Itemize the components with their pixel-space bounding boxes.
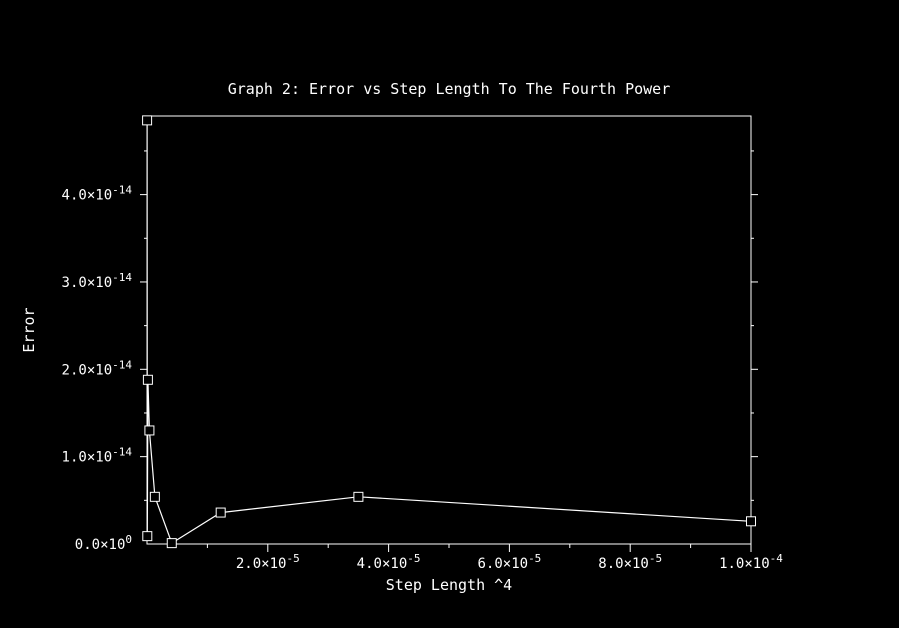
- plot-frame: [146, 115, 752, 545]
- y-tick-label: 0.0×100: [75, 533, 132, 553]
- data-point: [142, 374, 153, 385]
- x-axis-label: Step Length ^4: [386, 576, 512, 594]
- y-tick-label: 3.0×10-14: [62, 271, 133, 291]
- x-tick-label: 6.0×10-5: [477, 552, 541, 572]
- x-tick-label: 1.0×10-4: [719, 552, 783, 572]
- axis-ticks: [140, 150, 758, 552]
- data-markers: [142, 115, 756, 549]
- y-tick-label: 2.0×10-14: [62, 358, 133, 378]
- y-tick-label: 1.0×10-14: [62, 446, 133, 466]
- data-point: [142, 531, 153, 542]
- data-point: [149, 491, 160, 502]
- data-point: [142, 115, 153, 126]
- y-tick-label: 4.0×10-14: [62, 184, 133, 204]
- data-point: [166, 538, 177, 549]
- data-point: [746, 516, 756, 527]
- series-line: [146, 120, 752, 545]
- data-point: [144, 425, 155, 436]
- chart-title: Graph 2: Error vs Step Length To The Fou…: [228, 80, 671, 98]
- data-point: [353, 491, 364, 502]
- x-tick-label: 2.0×10-5: [236, 552, 300, 572]
- x-tick-label: 8.0×10-5: [598, 552, 662, 572]
- data-point: [215, 507, 226, 518]
- x-tick-label: 4.0×10-5: [357, 552, 421, 572]
- tick-labels: 2.0×10-5 4.0×10-5 6.0×10-5 8.0×10-5 1.0×10-4…: [62, 184, 784, 572]
- y-axis-label: Error: [20, 307, 38, 352]
